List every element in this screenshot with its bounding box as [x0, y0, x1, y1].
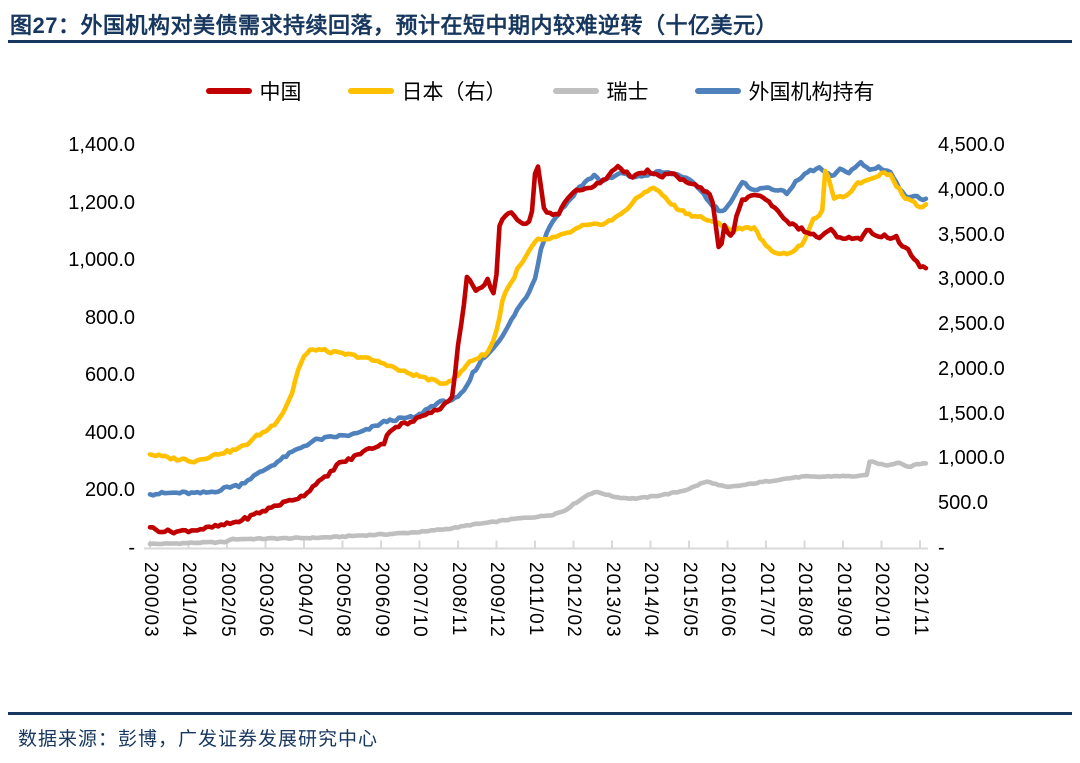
right-axis-tick-label: 3,500.0 — [938, 223, 1005, 246]
legend-item-japan: 日本（右） — [347, 76, 507, 106]
series-line-japan — [147, 168, 929, 465]
left-axis-tick-label: 400.0 — [84, 421, 135, 444]
legend-label-switzerland: 瑞士 — [606, 81, 649, 104]
x-axis-tick-label: 2002/05 — [216, 562, 238, 638]
x-axis-tick-label: 2014/04 — [640, 562, 662, 638]
legend-swatch-foreign-institutions — [694, 88, 741, 94]
x-axis-tick-label: 2007/10 — [409, 562, 431, 638]
data-source-text: 数据来源：彭博，广发证券发展研究中心 — [18, 729, 379, 750]
right-axis-tick-label: 1,500.0 — [938, 402, 1005, 425]
right-axis-tick-label: 2,500.0 — [938, 313, 1005, 336]
x-axis-tick-label: 2017/07 — [755, 562, 777, 638]
x-axis-tick-label: 2009/12 — [486, 562, 508, 638]
left-axis-tick-label: 200.0 — [84, 479, 135, 502]
x-axis-tick-label: 2015/05 — [678, 562, 700, 638]
left-axis-tick-label: - — [128, 537, 135, 559]
left-axis-tick-label: 1,400.0 — [68, 134, 135, 156]
series-line-switzerland — [147, 459, 929, 547]
x-axis-tick-label: 2001/04 — [178, 562, 200, 638]
left-axis-tick-label: 1,000.0 — [68, 249, 135, 272]
x-axis-tick-label: 2018/08 — [794, 562, 816, 638]
right-axis-tick-label: 1,000.0 — [938, 447, 1005, 470]
x-axis-tick-label: 2021/11 — [909, 562, 931, 637]
right-axis-tick-label: - — [938, 537, 945, 559]
legend-item-china: 中国 — [205, 76, 302, 106]
series-line-china — [147, 163, 929, 536]
x-axis-tick-label: 2005/08 — [332, 562, 354, 638]
x-axis-tick-label: 2008/11 — [447, 562, 469, 637]
legend-item-switzerland: 瑞士 — [552, 76, 649, 106]
right-axis-tick-label: 2,000.0 — [938, 357, 1005, 380]
x-axis-tick-label: 2012/02 — [563, 562, 585, 638]
right-axis-tick-label: 4,500.0 — [938, 134, 1005, 156]
left-axis-tick-label: 800.0 — [84, 306, 135, 329]
series-line-foreign-institutions — [147, 159, 929, 498]
chart-legend: 中国 日本（右） 瑞士 外国机构持有 — [0, 76, 1080, 106]
left-axis-tick-label: 600.0 — [84, 364, 135, 387]
x-axis-tick-label: 2011/01 — [524, 562, 546, 637]
legend-swatch-japan — [347, 88, 394, 94]
legend-item-foreign-institutions: 外国机构持有 — [694, 76, 875, 106]
legend-label-japan: 日本（右） — [401, 81, 507, 104]
x-axis-tick-label: 2006/09 — [370, 562, 392, 638]
title-divider — [8, 40, 1072, 43]
right-axis-tick-label: 4,000.0 — [938, 178, 1005, 201]
legend-swatch-switzerland — [552, 88, 599, 94]
legend-label-foreign-institutions: 外国机构持有 — [748, 81, 875, 104]
x-axis-tick-label: 2004/07 — [293, 562, 315, 638]
x-axis-tick-label: 2020/10 — [871, 562, 893, 638]
footer-divider — [8, 712, 1072, 715]
legend-label-china: 中国 — [259, 81, 302, 104]
x-axis-tick-label: 2019/09 — [832, 562, 854, 638]
x-axis-tick-label: 2016/06 — [717, 562, 739, 638]
left-axis-tick-label: 1,200.0 — [68, 191, 135, 214]
legend-swatch-china — [205, 88, 252, 94]
right-axis-tick-label: 500.0 — [938, 492, 989, 515]
x-axis-tick-label: 2013/03 — [601, 562, 623, 638]
x-axis-tick-label: 2000/03 — [140, 562, 161, 638]
figure-title: 图27：外国机构对美债需求持续回落，预计在短中期内较难逆转（十亿美元） — [10, 13, 778, 38]
right-axis-tick-label: 3,000.0 — [938, 268, 1005, 291]
x-axis-tick-label: 2003/06 — [255, 562, 277, 638]
